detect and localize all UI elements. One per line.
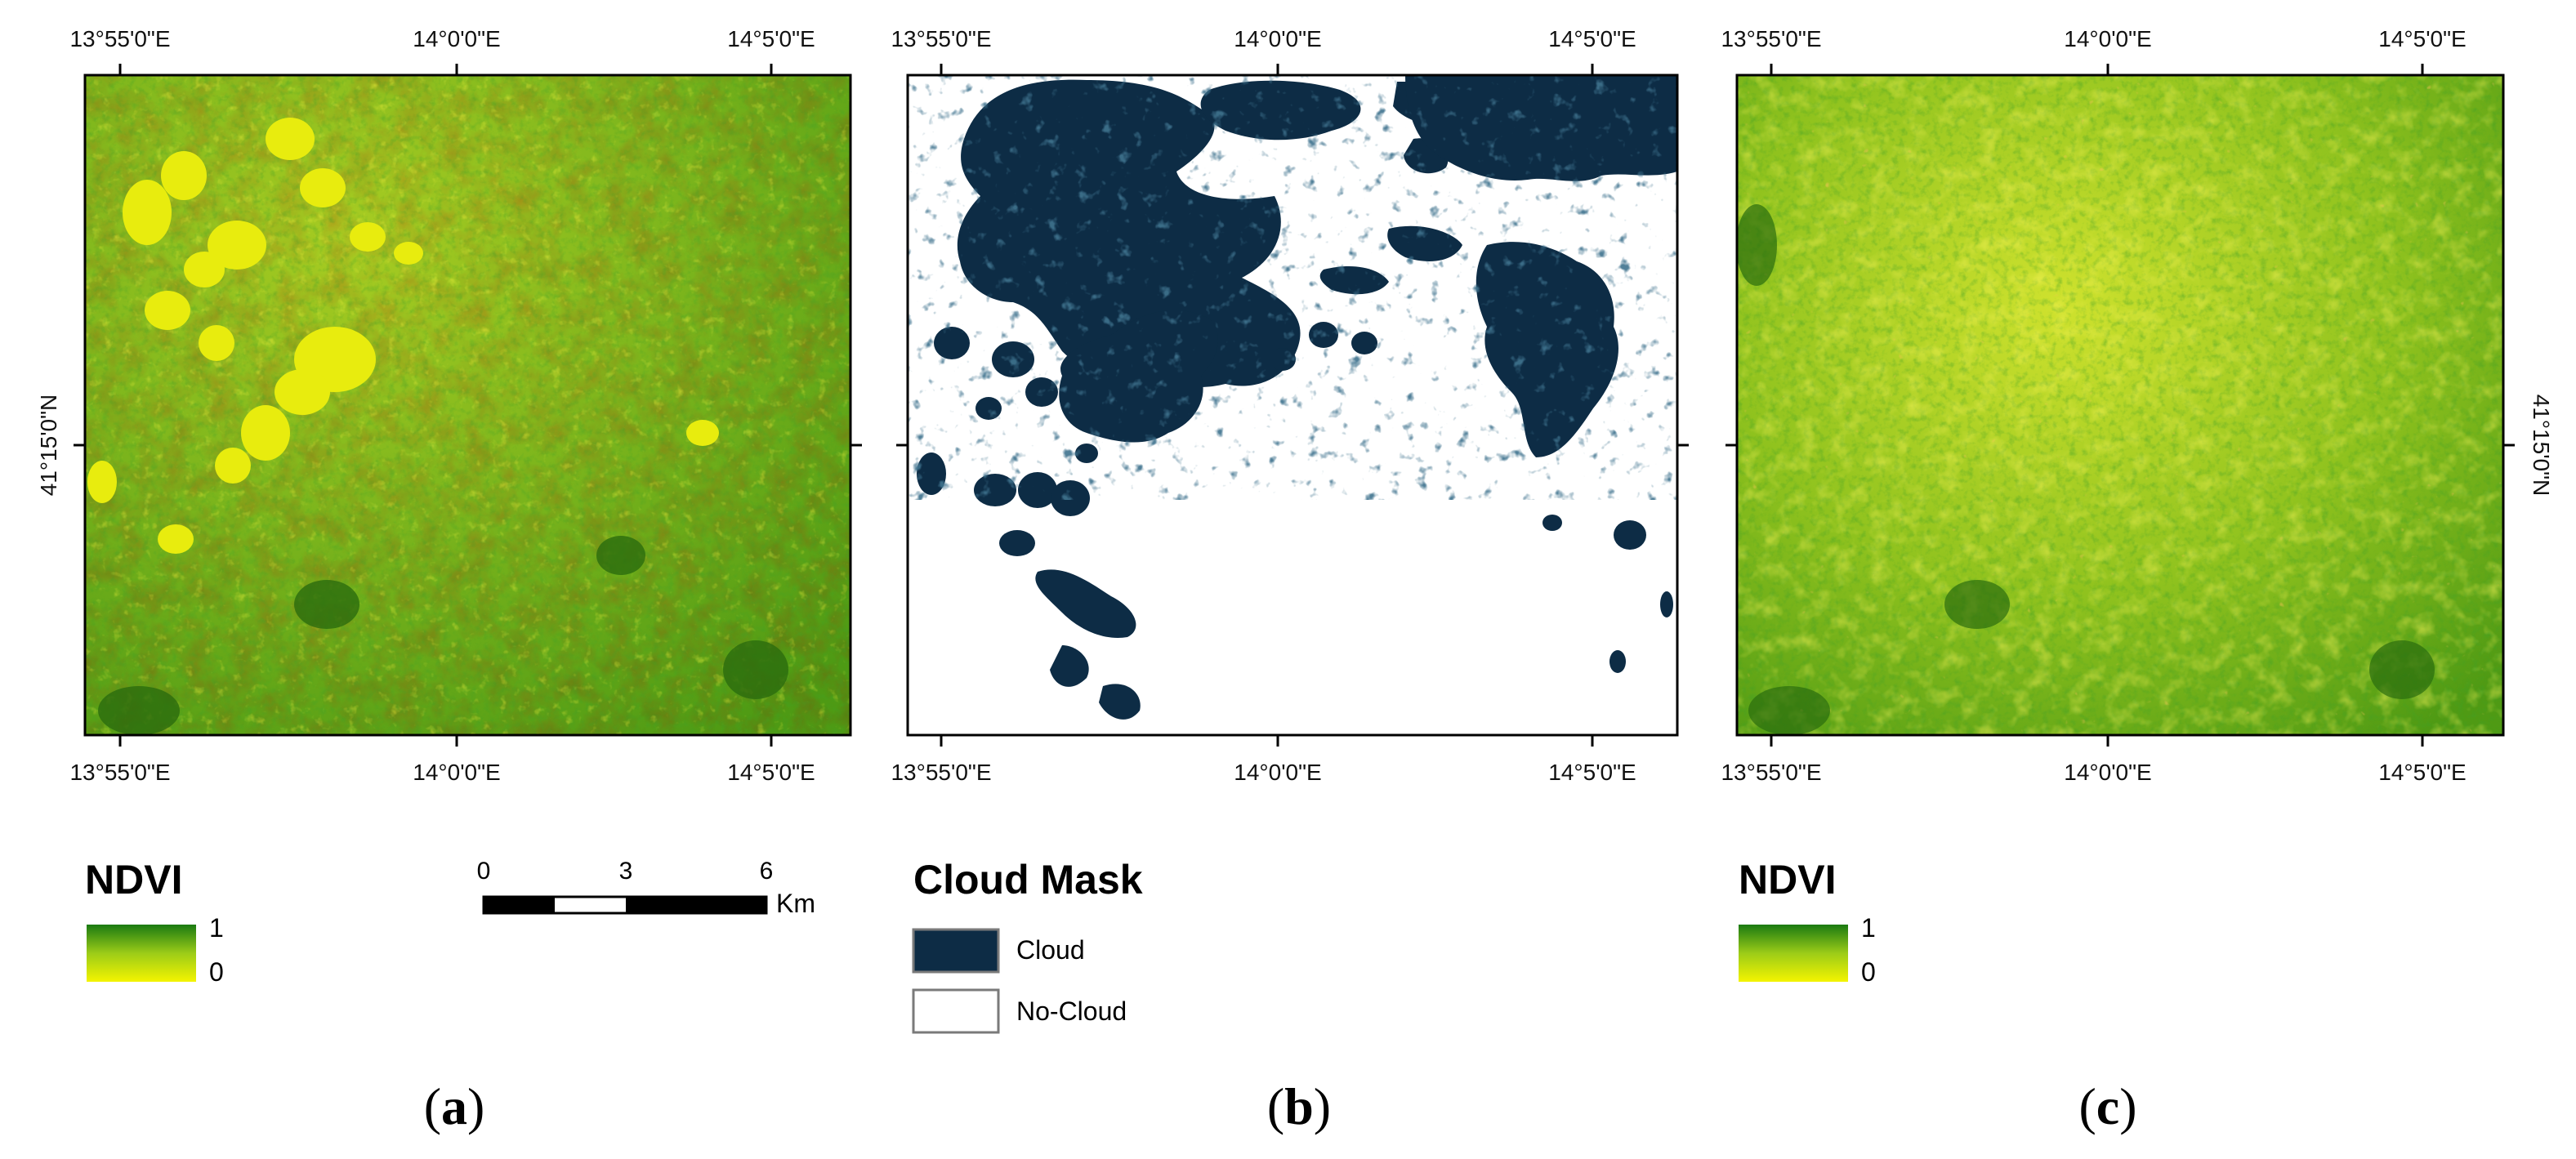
ndvi-ramp-c [1739, 925, 1848, 982]
panel-c-coord-top-3: 14°5'0"E [2378, 26, 2467, 51]
legend-swatch-no-cloud [912, 988, 1000, 1034]
legend-b-title: Cloud Mask [913, 857, 1143, 903]
legend-a-title: NDVI [85, 857, 183, 903]
panel-b-coord-bottom-3: 14°5'0"E [1548, 760, 1636, 785]
ndvi-ramp-a [87, 925, 196, 982]
panel-a-coord-top-1: 13°55'0"E [69, 26, 171, 51]
legend-a-min: 0 [209, 957, 224, 987]
panel-a-letter: a [441, 1077, 467, 1135]
panel-a-lat-label: 41°15'0"N [36, 394, 61, 497]
panel-b-label: (b) [1266, 1077, 1332, 1135]
scale-label-0: 0 [476, 858, 491, 885]
panel-b-coord-bottom-2: 14°0'0"E [1234, 760, 1322, 785]
low-ndvi-patches [87, 118, 719, 554]
scale-unit: Km [776, 889, 815, 918]
legend-c-title: NDVI [1739, 857, 1837, 903]
map-tick-marks [74, 64, 2515, 747]
panel-c-coord-bottom-2: 14°0'0"E [2064, 760, 2152, 785]
panel-b-coord-top-3: 14°5'0"E [1548, 26, 1636, 51]
panel-a-coord-bottom-3: 14°5'0"E [727, 760, 815, 785]
scale-label-3: 3 [618, 858, 633, 885]
panel-b-coord-top-2: 14°0'0"E [1234, 26, 1322, 51]
legend-c-max: 1 [1861, 913, 1876, 943]
panel-a-coord-top-3: 14°5'0"E [727, 26, 815, 51]
panel-c-lat-label: 41°15'0"N [2529, 394, 2554, 497]
legend-a-max: 1 [209, 913, 224, 943]
panel-c-coord-bottom-1: 13°55'0"E [1721, 760, 1822, 785]
panel-c-coord-bottom-3: 14°5'0"E [2378, 760, 2467, 785]
legend-b-no-cloud-label: No-Cloud [1016, 996, 1127, 1026]
panel-a-label: (a) [423, 1077, 485, 1135]
panel-c-label: (c) [2078, 1077, 2137, 1135]
panel-b-letter: b [1284, 1077, 1314, 1135]
panel-c-coord-top-1: 13°55'0"E [1721, 26, 1822, 51]
panel-b-coord-bottom-1: 13°55'0"E [891, 760, 992, 785]
scale-label-6: 6 [759, 858, 774, 885]
panel-c-map [1735, 74, 2505, 737]
panel-c-letter: c [2096, 1077, 2120, 1135]
scale-bar [482, 895, 768, 915]
panel-a-map [83, 74, 852, 737]
legend-b-cloud-label: Cloud [1016, 935, 1085, 965]
panel-a-coord-bottom-2: 14°0'0"E [413, 760, 501, 785]
panel-c-coord-top-2: 14°0'0"E [2064, 26, 2152, 51]
panel-b-map [906, 74, 1679, 737]
legend-swatch-cloud [912, 928, 1000, 974]
panel-a-coord-top-2: 14°0'0"E [413, 26, 501, 51]
panel-b-coord-top-1: 13°55'0"E [891, 26, 992, 51]
panel-a-coord-bottom-1: 13°55'0"E [69, 760, 171, 785]
legend-c-min: 0 [1861, 957, 1876, 987]
